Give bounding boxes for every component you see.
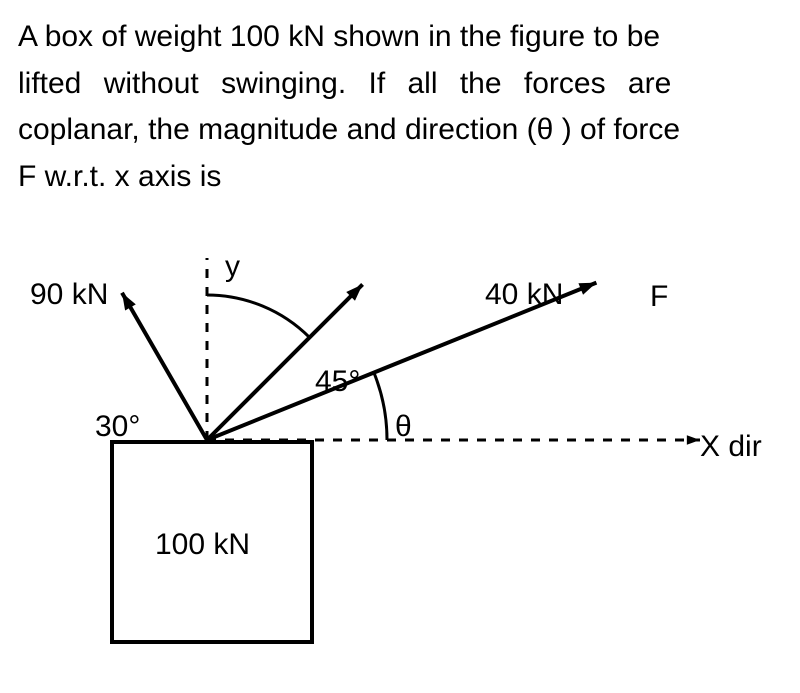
angle-theta-label: θ <box>395 410 412 444</box>
x-dir-label: X dir <box>700 430 762 464</box>
force-f-label: F <box>650 280 668 314</box>
force-diagram <box>0 0 800 693</box>
force-40kn-label: 40 kN <box>485 278 563 312</box>
angle-30-label: 30° <box>95 410 140 444</box>
force-90kn-label: 90 kN <box>30 278 108 312</box>
y-axis-label: y <box>225 250 240 284</box>
figure-container: A box of weight 100 kN shown in the figu… <box>0 0 800 693</box>
angle-45-label: 45° <box>315 365 360 399</box>
weight-label: 100 kN <box>155 528 250 562</box>
